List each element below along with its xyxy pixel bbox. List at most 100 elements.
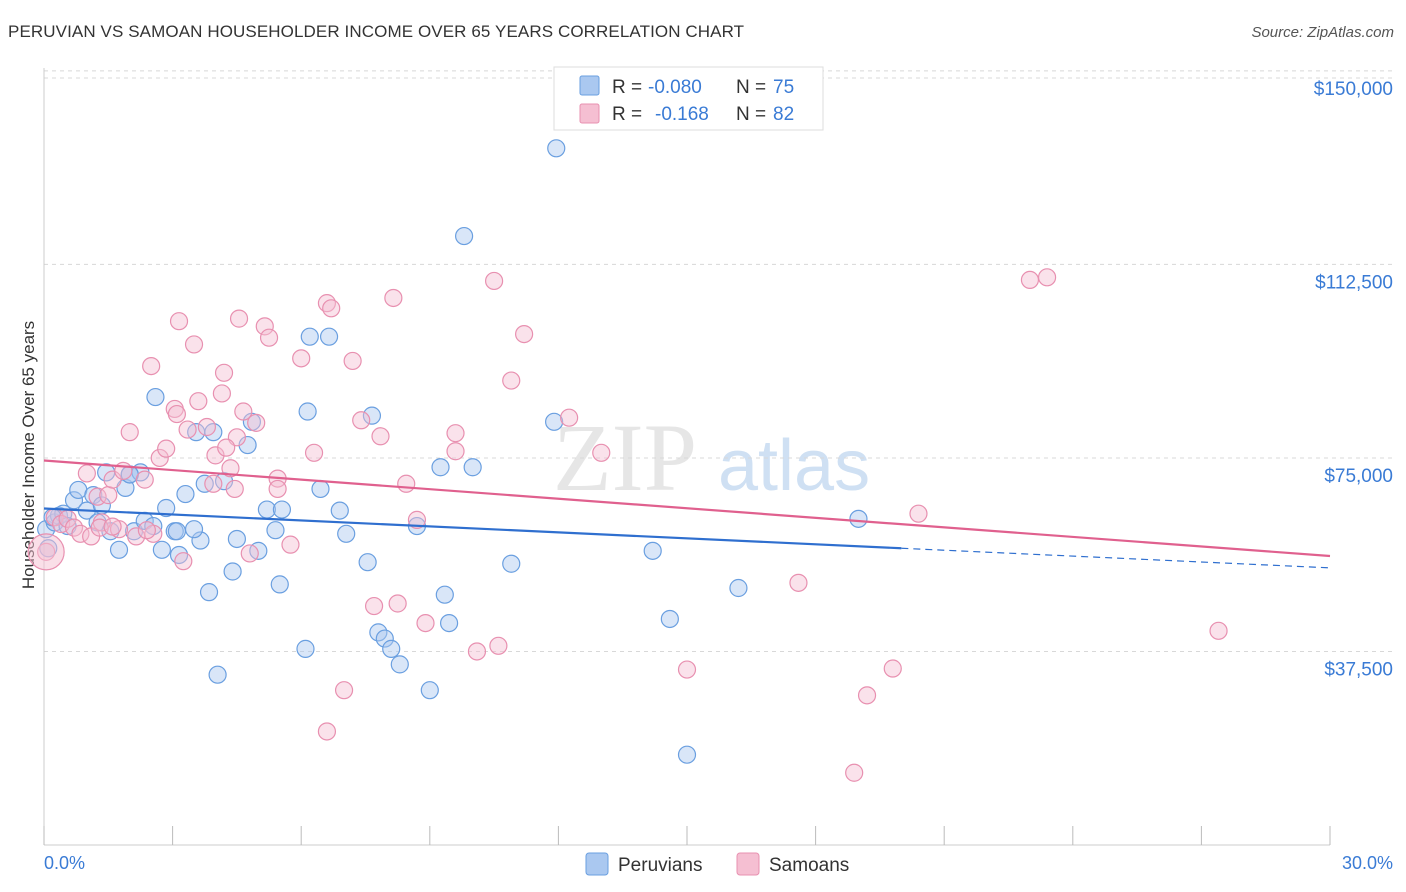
peruvians-point-62 — [547, 139, 566, 158]
peruvians-point-42 — [298, 402, 317, 421]
samoans-point-69 — [883, 659, 902, 678]
peruvians-point-41 — [272, 500, 292, 519]
bottom-legend-label-peruvians: Peruvians — [618, 855, 703, 876]
peruvians-point-49 — [358, 553, 377, 572]
legend-r-value-samoans: -0.168 — [655, 104, 709, 125]
samoans-point-79 — [167, 404, 186, 424]
samoans-point-76 — [217, 438, 236, 457]
peruvians-point-58 — [454, 226, 474, 246]
peruvians-point-38 — [266, 521, 285, 540]
legend-n-label-samoans: N = — [736, 104, 766, 125]
samoans-point-25 — [184, 335, 204, 354]
samoans-point-26 — [189, 392, 208, 411]
peruvians-point-47 — [337, 524, 356, 543]
samoans-point-20 — [157, 439, 176, 458]
peruvians-point-61 — [545, 412, 564, 431]
peruvians-point-46 — [330, 501, 349, 520]
samoans-point-38 — [247, 413, 266, 432]
samoans-point-68 — [857, 686, 877, 705]
samoans-point-65 — [677, 660, 697, 679]
samoans-point-36 — [234, 402, 253, 421]
samoans-point-43 — [292, 349, 311, 368]
bottom-legend-swatch-samoans — [736, 852, 760, 876]
samoans-point-56 — [416, 613, 435, 633]
y-tick-label-1: $75,000 — [1324, 466, 1393, 487]
peruvians-point-59 — [463, 458, 482, 477]
bottom-legend-swatch-peruvians — [585, 852, 609, 876]
peruvians-point-43 — [300, 327, 319, 346]
samoans-point-52 — [384, 288, 403, 308]
peruvians-point-57 — [439, 613, 459, 633]
samoans-point-60 — [489, 636, 508, 655]
trend-line-samoans — [43, 459, 1331, 558]
peruvians-point-33 — [223, 562, 242, 581]
samoans-point-19 — [150, 448, 169, 468]
samoans-point-61 — [502, 371, 521, 390]
peruvians-point-28 — [191, 531, 210, 550]
peruvians-point-71 — [420, 681, 439, 700]
samoans-point-58 — [467, 642, 487, 661]
samoans-point-37 — [240, 544, 259, 563]
peruvians-point-51 — [375, 629, 394, 648]
peruvians-point-64 — [660, 609, 679, 629]
legend-r-label-samoans: R = — [612, 104, 642, 125]
peruvians-point-70 — [296, 639, 315, 658]
legend-n-value-peruvians: 75 — [773, 77, 794, 98]
samoans-point-39 — [255, 317, 274, 336]
peruvians-point-14 — [109, 540, 129, 559]
legend-r-value-peruvians: -0.080 — [648, 77, 702, 98]
samoans-cluster-point — [27, 533, 65, 571]
samoans-point-75 — [317, 722, 337, 741]
samoans-point-51 — [371, 427, 390, 446]
x-tick-label-0: 0.0% — [44, 853, 85, 873]
peruvians-point-66 — [729, 578, 748, 598]
x-axis: 0.0% 30.0% — [43, 68, 1393, 873]
legend-swatch-peruvians — [579, 75, 600, 96]
peruvians-point-22 — [152, 540, 171, 559]
peruvians-point-73 — [184, 520, 204, 539]
peruvians-point-55 — [431, 458, 450, 477]
samoans-point-67 — [845, 763, 864, 782]
samoans-point-72 — [1037, 268, 1057, 287]
series-samoans-points — [27, 268, 1228, 782]
source-note: Source: ZipAtlas.com — [1251, 24, 1394, 41]
y-tick-label-3: $150,000 — [1314, 79, 1393, 100]
peruvians-point-67 — [849, 509, 868, 528]
samoans-point-5 — [71, 524, 90, 543]
peruvians-point-34 — [227, 529, 246, 549]
samoans-point-40 — [259, 328, 279, 347]
samoans-point-32 — [221, 459, 240, 478]
samoans-point-74 — [90, 518, 109, 537]
peruvians-point-23 — [157, 498, 176, 518]
series-legend: Peruvians Samoans — [585, 852, 849, 876]
peruvians-point-21 — [146, 387, 165, 407]
correlation-legend: R = -0.080 N = 75 R = -0.168 N = 82 — [553, 66, 824, 131]
samoans-point-50 — [364, 596, 384, 616]
legend-r-label-peruvians: R = — [612, 77, 642, 98]
samoans-point-47 — [334, 681, 354, 700]
samoans-point-24 — [178, 420, 197, 439]
trend-lines — [43, 459, 1331, 569]
samoans-point-17 — [142, 356, 161, 376]
samoans-point-53 — [388, 594, 407, 613]
samoans-point-14 — [120, 423, 139, 442]
samoans-point-48 — [343, 351, 362, 371]
samoans-point-63 — [560, 408, 579, 427]
samoans-point-30 — [212, 384, 231, 403]
peruvians-point-53 — [390, 655, 409, 674]
samoans-point-35 — [229, 309, 249, 328]
samoans-point-71 — [1020, 270, 1040, 290]
peruvians-point-56 — [435, 585, 454, 604]
samoans-point-54 — [397, 474, 416, 493]
samoans-point-77 — [137, 521, 156, 540]
samoans-point-10 — [99, 486, 118, 505]
chart-title: PERUVIAN VS SAMOAN HOUSEHOLDER INCOME OV… — [8, 22, 745, 41]
samoans-point-59 — [485, 271, 504, 291]
peruvians-point-44 — [311, 479, 330, 499]
peruvians-point-6 — [64, 491, 84, 510]
legend-n-value-samoans: 82 — [773, 104, 794, 125]
y-axis-title: Householder Income Over 65 years — [19, 321, 38, 589]
watermark-atlas: atlas — [718, 426, 870, 506]
samoans-point-22 — [169, 312, 189, 331]
